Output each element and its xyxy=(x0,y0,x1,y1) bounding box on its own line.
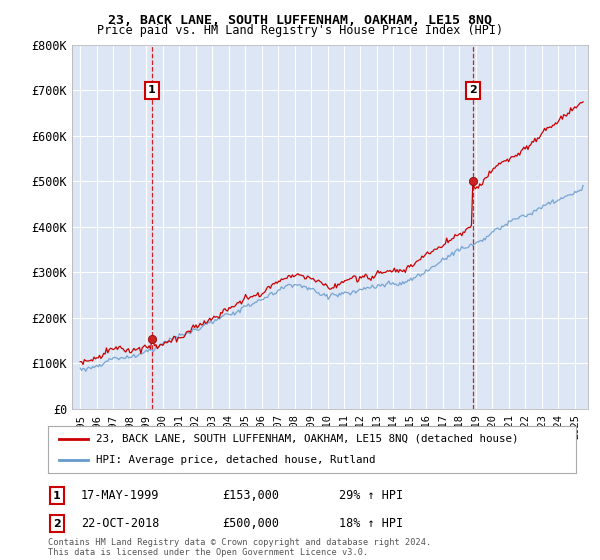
Text: £153,000: £153,000 xyxy=(222,489,279,502)
Text: Contains HM Land Registry data © Crown copyright and database right 2024.
This d: Contains HM Land Registry data © Crown c… xyxy=(48,538,431,557)
Text: 1: 1 xyxy=(53,491,61,501)
Text: 2: 2 xyxy=(53,519,61,529)
Text: 1: 1 xyxy=(148,85,156,95)
Text: 23, BACK LANE, SOUTH LUFFENHAM, OAKHAM, LE15 8NQ: 23, BACK LANE, SOUTH LUFFENHAM, OAKHAM, … xyxy=(108,14,492,27)
Text: 29% ↑ HPI: 29% ↑ HPI xyxy=(339,489,403,502)
Text: 2: 2 xyxy=(469,85,477,95)
Text: 18% ↑ HPI: 18% ↑ HPI xyxy=(339,517,403,530)
Text: 22-OCT-2018: 22-OCT-2018 xyxy=(81,517,160,530)
Text: HPI: Average price, detached house, Rutland: HPI: Average price, detached house, Rutl… xyxy=(95,455,375,465)
Text: 17-MAY-1999: 17-MAY-1999 xyxy=(81,489,160,502)
Text: Price paid vs. HM Land Registry's House Price Index (HPI): Price paid vs. HM Land Registry's House … xyxy=(97,24,503,37)
Text: £500,000: £500,000 xyxy=(222,517,279,530)
Text: 23, BACK LANE, SOUTH LUFFENHAM, OAKHAM, LE15 8NQ (detached house): 23, BACK LANE, SOUTH LUFFENHAM, OAKHAM, … xyxy=(95,434,518,444)
